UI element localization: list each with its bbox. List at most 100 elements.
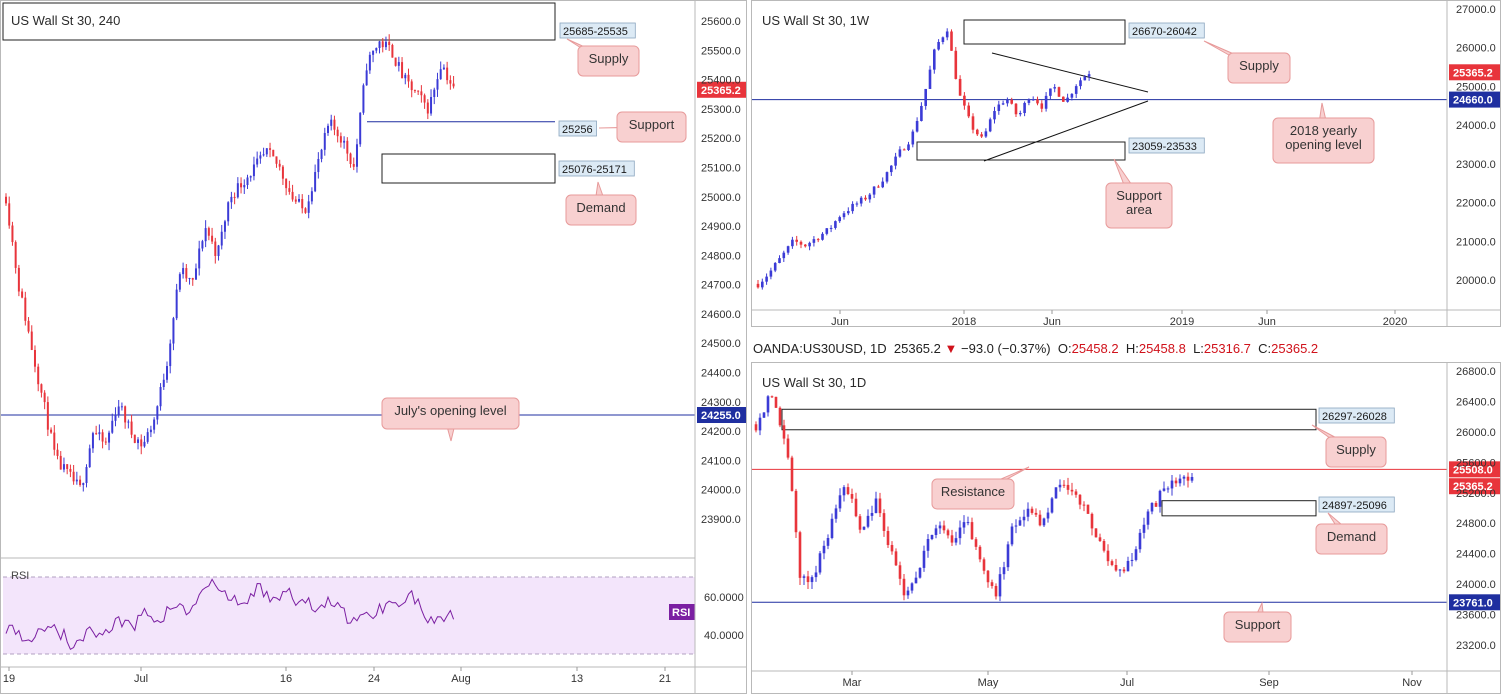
candle-4h-body [294,199,297,202]
x-tick-label: 2018 [952,316,976,327]
candle-4h-body [198,248,201,269]
candle-weekly-body [980,134,983,137]
candle-weekly-body [1036,99,1039,104]
candle-weekly-body [993,110,996,120]
candle-daily-body [910,583,914,591]
candle-4h-body [330,119,333,126]
candle-4h-body [124,406,127,423]
chart-4h-svg[interactable]: RSI RSI 60.0000 40.0000 25365.2 24255.0 25600… [1,1,747,694]
candle-daily-body [1126,560,1130,572]
chart-daily-svg[interactable]: 25508.0 25365.2 23761.0 26800.0 26400.0 26000… [752,363,1501,694]
candle-4h-body [256,158,259,165]
candle-daily-body [814,572,818,578]
chart-panel-daily[interactable]: 25508.0 25365.2 23761.0 26800.0 26400.0 26000… [751,362,1501,694]
zone-label-demand: 24897-25096 [1322,500,1387,512]
candle-daily-body [994,585,998,597]
candle-weekly-body [954,50,958,79]
candle-daily-body [778,407,782,426]
candle-daily-body [1130,559,1134,561]
callout-demand-box [565,194,637,226]
candle-daily-body [1034,512,1038,515]
candle-weekly-body [915,120,919,132]
callout-yearly-opening-text: 2018 yearly [1290,123,1358,138]
candle-4h-body [137,439,140,443]
candle-4h-body [243,185,246,188]
candle-daily-body [1062,484,1066,486]
candle-4h-body [72,471,75,482]
candle-weekly-body [894,156,897,166]
candle-daily-body [842,487,846,496]
candle-4h-body [62,464,65,470]
callout-supply-box [577,45,640,77]
triangle-lower [983,100,1149,162]
candle-daily-body [818,553,822,573]
candle-daily-body [770,396,774,398]
candle-weekly-body [773,263,777,271]
candle-4h-body [127,421,130,423]
candle-daily-body [934,528,938,535]
candle-4h-body [56,449,59,456]
chart-weekly-svg[interactable]: 25365.2 24660.0 27000.0 26000.0 25000.0 24000… [752,1,1501,327]
candle-weekly-body [988,119,992,132]
chart-panel-weekly[interactable]: 25365.2 24660.0 27000.0 26000.0 25000.0 24000… [751,0,1501,327]
callout-supply-box [1325,436,1387,468]
candle-daily-body [766,396,770,413]
high-value: 25458.8 [1138,341,1186,356]
chart-panel-4h[interactable]: RSI RSI 60.0000 40.0000 25365.2 24255.0 25600… [0,0,747,694]
candle-daily-body [858,516,862,530]
chart-title-4h: US Wall St 30, 240 [11,13,121,28]
candle-daily-body [986,570,990,583]
candle-4h-body [79,479,82,485]
candle-4h-body [262,154,265,156]
candle-weekly-body [924,88,927,106]
candle-daily-body [1154,502,1158,507]
candle-4h-body [133,434,136,443]
y-tick-label: 20000.0 [1456,275,1496,287]
candle-daily-body [1090,513,1094,529]
candle-weekly-body [786,246,790,253]
close-value: 25365.2 [1271,341,1319,356]
y-tick-label: 24700.0 [701,280,741,292]
callout-support-box [1223,611,1292,643]
candle-weekly-body [976,129,979,135]
candle-4h-body [43,392,46,403]
y-tick-label: 25100.0 [701,162,741,174]
candle-daily-body [1042,518,1046,526]
y-tick-label: 24800.0 [701,250,741,262]
y-tick-label: 25300.0 [701,104,741,116]
candle-weekly-body [791,239,794,247]
candle-4h-body [240,183,243,188]
candle-daily-body [786,438,790,458]
candle-4h-body [217,245,220,256]
candle-4h-body [85,467,88,484]
candle-daily-body [1002,567,1006,575]
candle-daily-body [882,513,886,531]
candle-weekly-body [1027,99,1031,103]
open-value: 25458.2 [1071,341,1119,356]
y-tick-label: 23900.0 [701,514,741,526]
price-tag-current-bg [1449,64,1500,81]
candle-daily-body [834,508,838,519]
candle-daily-body [830,518,834,538]
x-tick-label: 24 [368,673,380,685]
candle-4h-body [21,291,24,298]
candle-daily-body [922,550,926,568]
candle-daily-body [1166,488,1170,490]
candle-weekly-body [928,69,932,89]
candle-4h-body [82,483,85,485]
rsi-badge-bg [669,604,695,620]
price-tag-current: 25365.2 [1453,481,1493,493]
candle-4h-body [8,203,11,226]
candle-daily-body [918,567,922,578]
candle-4h-body [346,140,349,154]
candle-4h-body [169,343,172,367]
candle-4h-body [420,91,423,96]
candle-4h-body [11,225,14,243]
y-tick-label: 25200.0 [1456,488,1496,500]
candle-daily-body [758,417,762,431]
y-tick-label: 25000.0 [701,192,741,204]
candle-weekly-body [937,41,940,50]
y-tick-label: 24900.0 [701,221,741,233]
y-tick-label: 26800.0 [1456,366,1496,378]
candle-4h-body [407,74,410,82]
